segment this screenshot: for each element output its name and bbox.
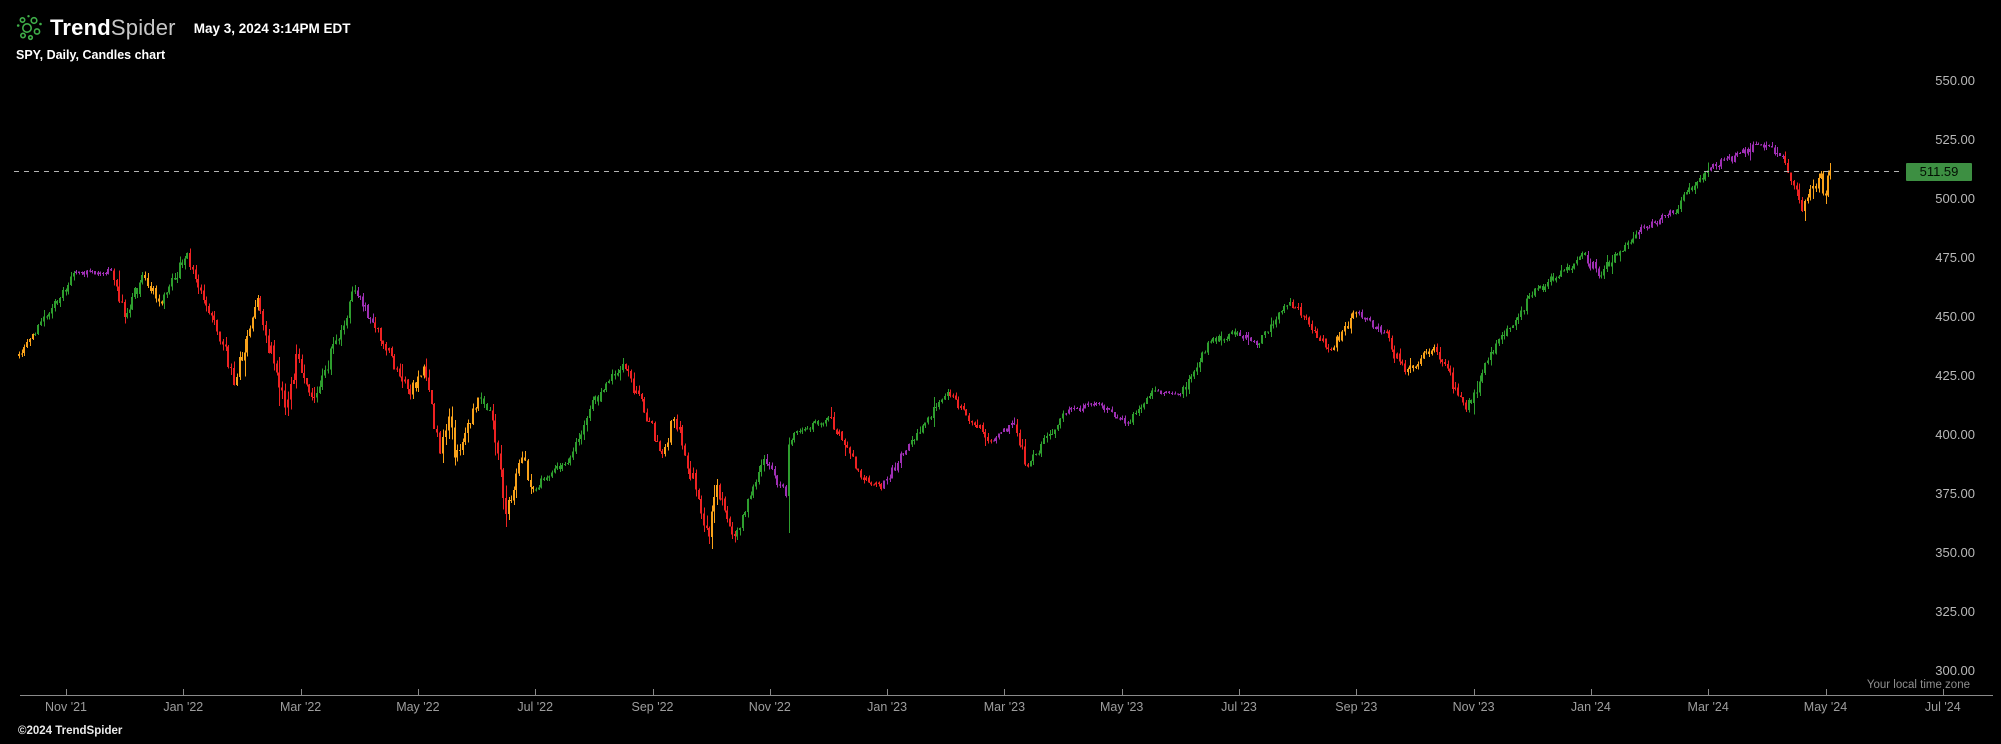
time-tick-label: Nov '22: [748, 700, 791, 714]
price-tick-label: 325.00: [1935, 603, 1975, 619]
brand-trend: Trend: [50, 14, 111, 40]
copyright-text: ©2024 TrendSpider: [18, 725, 123, 737]
time-tick: [769, 689, 771, 695]
time-tick: [1239, 689, 1240, 695]
time-tick: [535, 689, 537, 695]
time-tick: [183, 689, 185, 695]
time-tick: [887, 689, 889, 695]
time-tick: [1121, 689, 1123, 695]
last-price-label: 511.59: [1906, 162, 1972, 181]
time-tick-label: Nov '23: [1452, 700, 1495, 714]
time-tick: [417, 689, 419, 695]
time-tick-label: Sep '22: [631, 700, 674, 714]
price-tick-label: 550.00: [1935, 72, 1975, 88]
header: TrendSpider May 3, 2024 3:14PM EDT: [16, 12, 351, 42]
time-tick: [1708, 689, 1710, 695]
time-axis-line: [20, 695, 1993, 696]
time-tick: [652, 689, 654, 695]
price-tick-label: 375.00: [1935, 485, 1975, 501]
brand-wordmark: TrendSpider: [50, 14, 176, 41]
brand-spider: Spider: [110, 14, 176, 40]
candlestick-series: [18, 141, 1831, 550]
time-tick-label: Jan '23: [867, 700, 908, 714]
time-tick-label: Jan '24: [1570, 700, 1611, 714]
time-tick: [1473, 689, 1475, 695]
time-tick: [1825, 689, 1827, 695]
time-tick-label: May '23: [1099, 700, 1144, 714]
price-tick-label: 450.00: [1935, 308, 1975, 324]
chart-timestamp: May 3, 2024 3:14PM EDT: [193, 21, 351, 36]
price-tick-label: 525.00: [1935, 131, 1975, 147]
trendspider-logo-icon: [16, 14, 42, 40]
time-tick-label: May '22: [396, 700, 440, 714]
price-tick-label: 475.00: [1935, 249, 1975, 265]
time-scale[interactable]: Nov '21 Jan '22 Mar '22 May '22 Jul '22 Sep '…: [0, 680, 2001, 720]
time-tick-label: Nov '21: [45, 700, 87, 714]
time-tick-label: Mar '24: [1687, 700, 1729, 714]
time-tick-label: Jan '22: [163, 700, 204, 714]
time-tick: [1590, 689, 1592, 695]
price-scale[interactable]: 550.00 525.00 500.00 475.00 450.00 425.00 400.…: [1901, 0, 2001, 700]
time-tick-label: Mar '22: [279, 700, 322, 714]
price-tick-label: 425.00: [1935, 367, 1975, 383]
time-tick: [1004, 689, 1006, 695]
price-tick-label: 500.00: [1935, 190, 1975, 206]
time-tick-label: Jul '23: [1221, 700, 1257, 714]
price-tick-label: 400.00: [1935, 426, 1975, 442]
time-tick: [1356, 689, 1358, 695]
time-tick: [1942, 689, 1944, 695]
time-tick-label: Jul '22: [517, 700, 554, 714]
chart-subtitle: SPY, Daily, Candles chart: [16, 48, 166, 62]
time-tick-label: Mar '23: [983, 700, 1026, 714]
time-tick: [300, 689, 302, 695]
time-tick: [66, 689, 67, 695]
time-tick-label: Sep '23: [1335, 700, 1378, 714]
time-tick-label: Jul '24: [1924, 700, 1961, 714]
time-tick-label: May '24: [1803, 700, 1848, 714]
price-tick-label: 300.00: [1935, 662, 1975, 678]
timezone-note: Your local time zone: [1866, 679, 1970, 691]
price-tick-label: 350.00: [1935, 544, 1975, 560]
